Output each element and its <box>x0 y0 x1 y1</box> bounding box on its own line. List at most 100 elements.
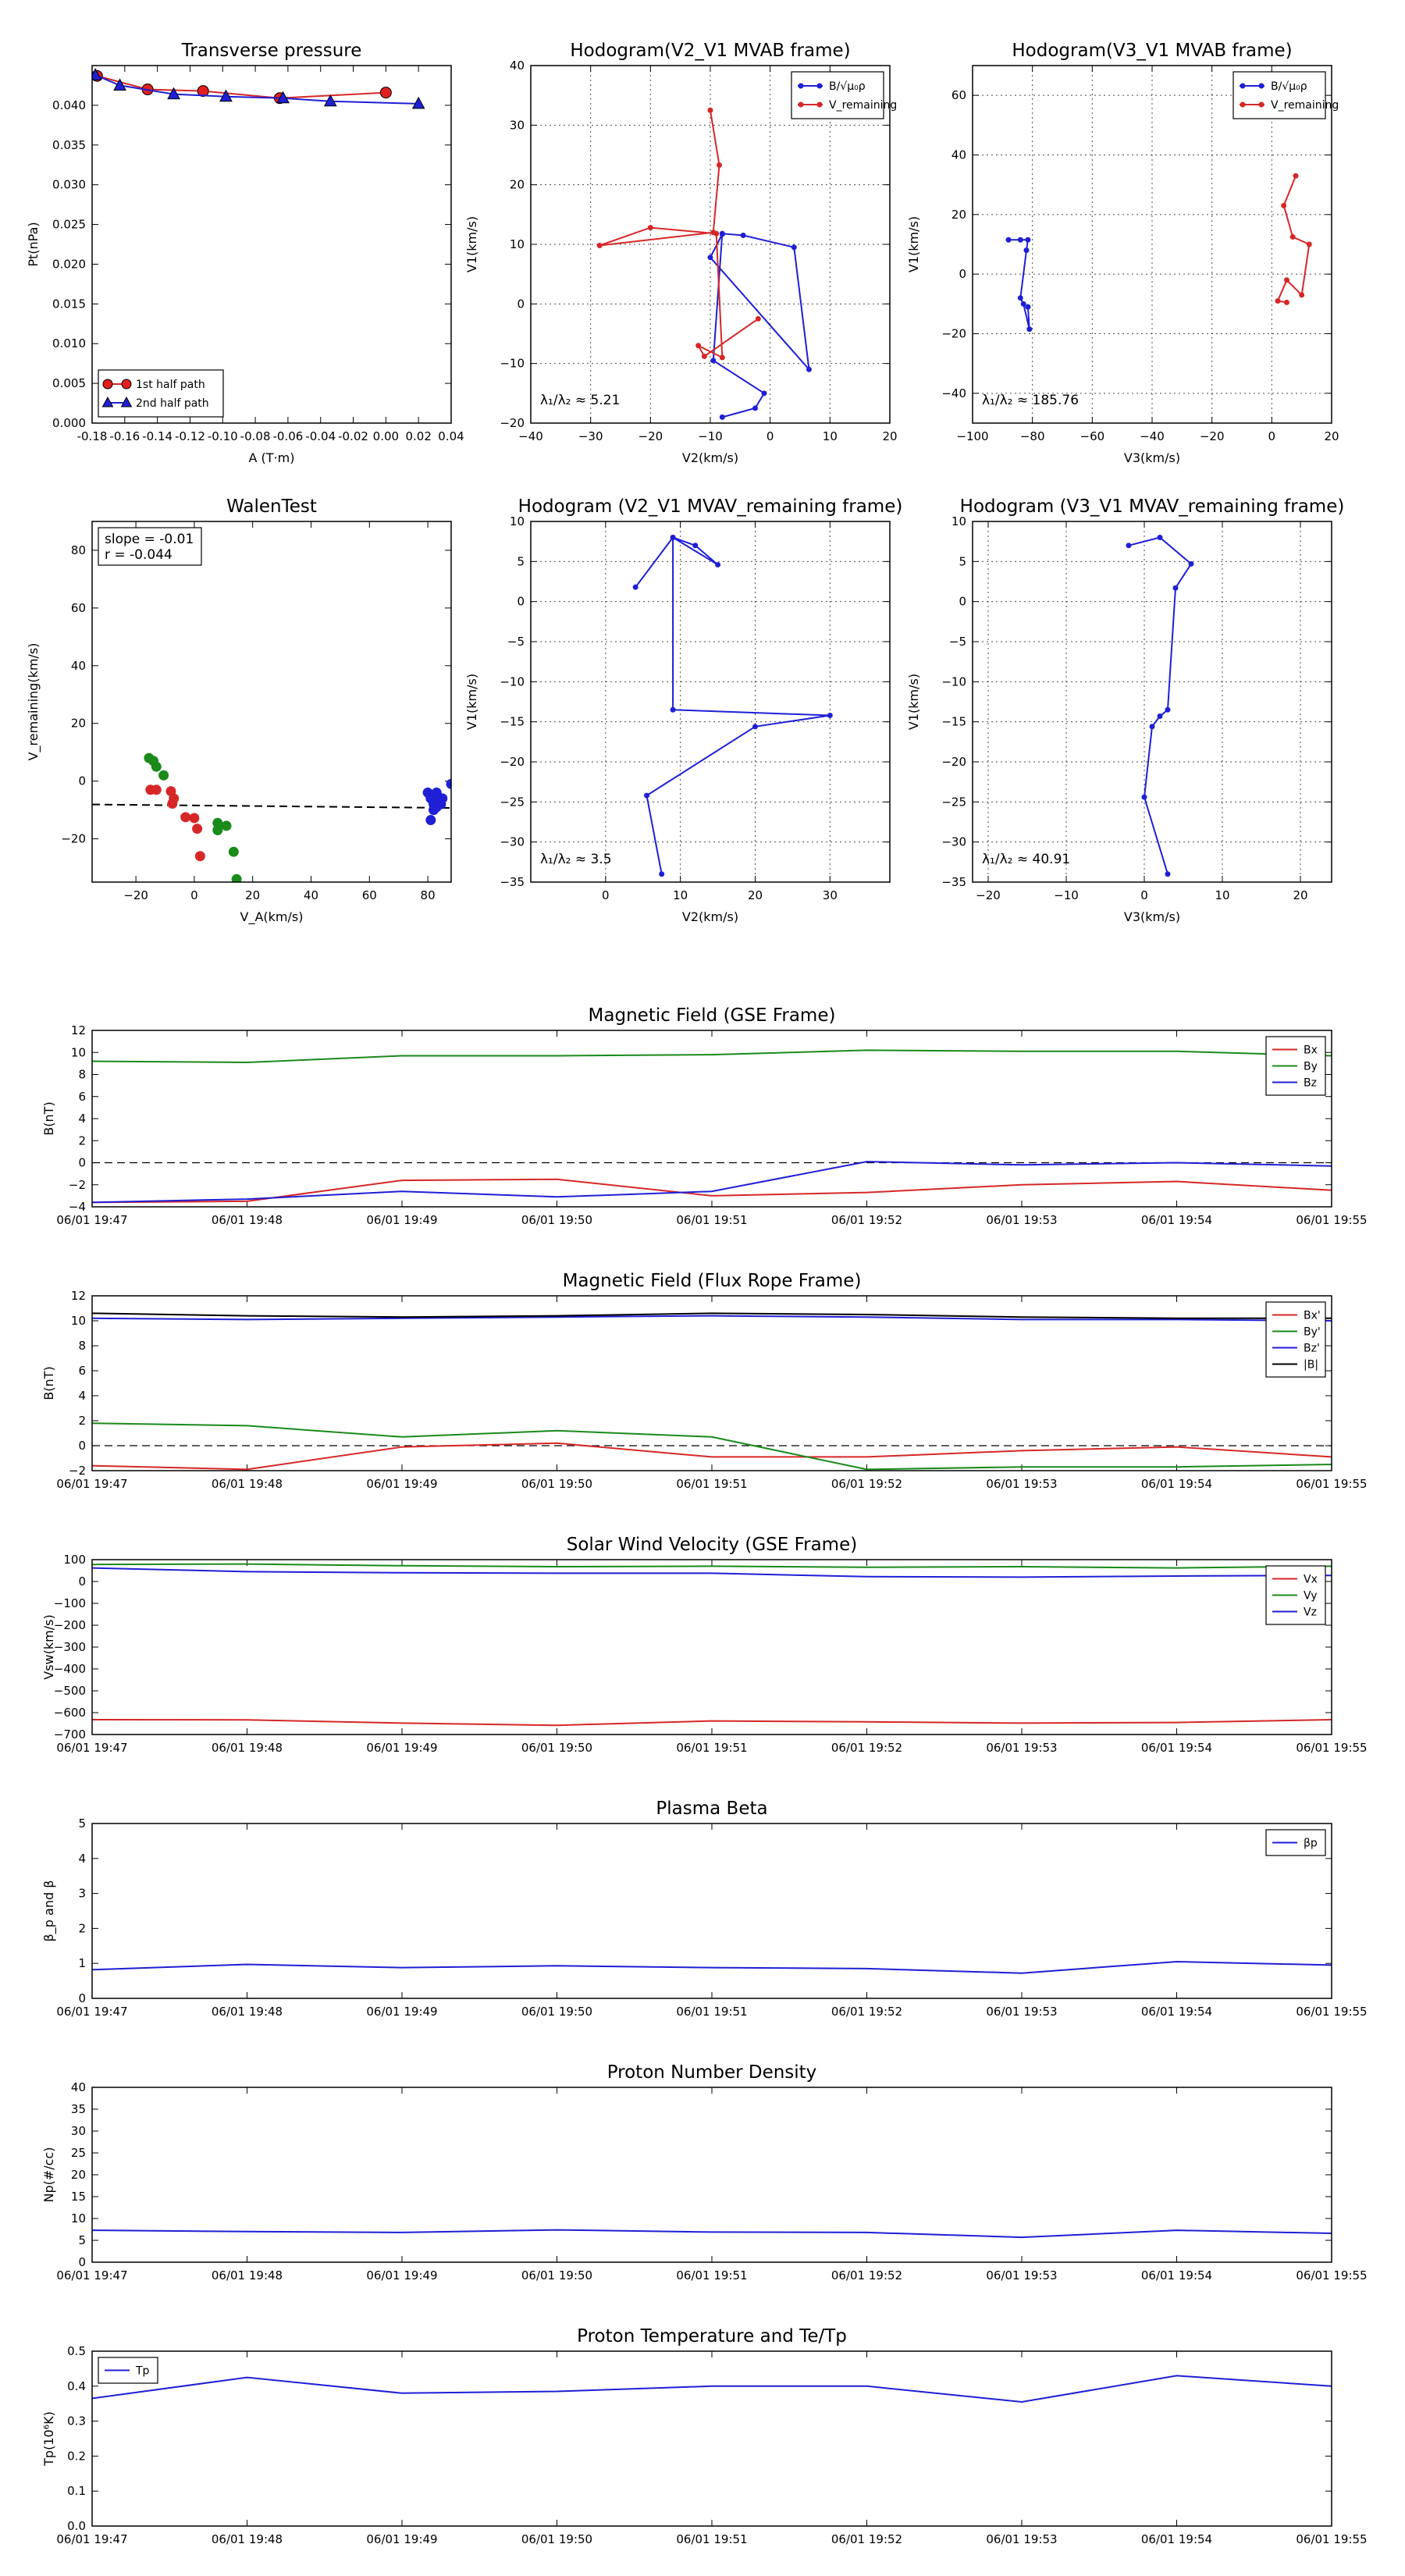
x-tick-label: -0.08 <box>240 429 271 443</box>
series-line--b- <box>92 1312 1332 1319</box>
x-tick-label: −100 <box>956 429 988 443</box>
x-tick-label: -0.14 <box>142 429 173 443</box>
chart-title: Transverse pressure <box>181 41 362 61</box>
plot-frame <box>91 2087 1332 2263</box>
legend-label: By <box>1304 1061 1318 1073</box>
x-tick-label: 06/01 19:47 <box>56 2532 127 2546</box>
plot-area <box>92 1960 1332 1974</box>
series-line-1st-half-path <box>97 75 386 99</box>
scatter-point-blue <box>425 815 436 826</box>
y-tick-label: −300 <box>54 1640 86 1654</box>
x-axis-label: V_A(km/s) <box>240 909 304 925</box>
x-tick-label: -0.02 <box>338 429 368 443</box>
marker-dot <box>1289 233 1296 240</box>
y-tick-label: −20 <box>500 755 525 769</box>
series-line-b- <box>709 233 810 418</box>
y-tick-label: 30 <box>510 118 525 132</box>
plot-frame <box>91 1823 1332 1999</box>
y-tick-label: 0 <box>517 595 525 609</box>
y-tick-label: 0.025 <box>52 218 86 232</box>
y-axis-label: Pt(nPa) <box>26 222 41 266</box>
x-tick-label: 06/01 19:55 <box>1296 1741 1367 1755</box>
y-tick-label: −10 <box>500 357 525 371</box>
x-tick-label: 20 <box>245 888 260 902</box>
x-tick-label: 06/01 19:53 <box>986 2268 1057 2282</box>
plot-area <box>92 2229 1332 2239</box>
plot-area <box>596 107 812 420</box>
scatter-point-green <box>151 761 162 772</box>
x-tick-label: 06/01 19:54 <box>1141 2005 1212 2019</box>
x-tick-label: 06/01 19:55 <box>1296 1213 1367 1227</box>
y-tick-label: 0.010 <box>52 336 86 350</box>
chart-title: Solar Wind Velocity (GSE Frame) <box>567 1535 857 1555</box>
plot-area <box>632 535 833 877</box>
y-tick-label: −10 <box>500 674 525 688</box>
y-tick-label: 0.1 <box>67 2484 86 2498</box>
x-tick-label: 0 <box>1268 429 1276 443</box>
y-tick-label: 40 <box>510 59 525 73</box>
y-tick-label: −25 <box>500 795 525 809</box>
legend: Vx Vy Vz <box>1265 1565 1326 1625</box>
marker-dot <box>1281 202 1287 208</box>
plot-area <box>92 1312 1332 1471</box>
marker-dot <box>659 871 665 877</box>
y-tick-label: −20 <box>61 832 86 846</box>
marker-dot <box>692 543 699 549</box>
chart-title: WalenTest <box>226 496 317 517</box>
y-tick-label: −15 <box>941 715 966 729</box>
x-tick-label: 06/01 19:48 <box>212 1213 283 1227</box>
x-tick-label: 06/01 19:49 <box>366 1741 437 1755</box>
series-line-v <box>635 535 831 874</box>
x-tick-label: 60 <box>362 888 377 902</box>
y-tick-label: 6 <box>78 1090 86 1104</box>
x-tick-label: 06/01 19:54 <box>1141 1477 1212 1491</box>
x-axis-label: V3(km/s) <box>1124 909 1180 924</box>
plot-area <box>1005 173 1312 333</box>
marker-dot <box>1026 326 1033 333</box>
marker-triangle <box>323 94 337 107</box>
plot-area <box>92 68 425 109</box>
y-tick-label: −600 <box>54 1706 86 1720</box>
legend-label: V_remaining <box>829 99 897 112</box>
x-tick-label: 06/01 19:47 <box>56 2268 127 2282</box>
y-tick-label: −500 <box>54 1684 86 1698</box>
y-tick-label: 40 <box>71 2080 86 2094</box>
x-tick-label: -0.04 <box>305 429 336 443</box>
y-tick-label: 0.0 <box>67 2519 86 2533</box>
marker-dot <box>632 584 638 590</box>
plot-frame <box>91 521 452 883</box>
x-tick-label: −40 <box>518 429 543 443</box>
x-tick-label: 06/01 19:50 <box>521 2268 592 2282</box>
marker-dot <box>647 225 653 231</box>
y-tick-label: 20 <box>71 717 86 731</box>
y-tick-label: −35 <box>941 875 966 889</box>
marker-dot <box>791 244 797 251</box>
y-axis-label: V1(km/s) <box>906 674 921 730</box>
x-tick-label: −80 <box>1020 429 1045 443</box>
y-tick-label: 0.015 <box>52 297 86 311</box>
marker-dot <box>761 390 767 397</box>
marker-dot <box>806 366 812 372</box>
x-tick-label: 06/01 19:48 <box>212 1741 283 1755</box>
y-tick-label: 0 <box>959 267 966 281</box>
legend-marker <box>1240 83 1246 89</box>
y-tick-label: 0 <box>78 1991 86 2005</box>
y-tick-label: −35 <box>500 875 525 889</box>
x-tick-label: 06/01 19:54 <box>1141 1213 1212 1227</box>
y-tick-label: −20 <box>500 416 525 430</box>
x-tick-label: 06/01 19:52 <box>831 1477 902 1491</box>
chart-transverse_pressure: -0.18 -0.16 -0.14 -0.12 -0.10 -0.08 -0.06 -0.04… <box>26 41 464 465</box>
y-tick-label: −4 <box>69 1200 86 1214</box>
y-tick-label: 8 <box>78 1068 86 1082</box>
scatter-point-green <box>212 824 223 835</box>
marker-dot <box>1284 299 1289 305</box>
y-tick-label: 10 <box>71 2211 86 2226</box>
x-tick-label: 0.02 <box>405 429 431 443</box>
marker-dot <box>1126 543 1132 549</box>
y-tick-label: 0.4 <box>67 2379 86 2393</box>
y-tick-label: 4 <box>78 1112 86 1126</box>
legend-marker <box>816 101 823 108</box>
y-tick-label: 0.5 <box>67 2344 86 2358</box>
x-tick-label: 06/01 19:55 <box>1296 1477 1367 1491</box>
